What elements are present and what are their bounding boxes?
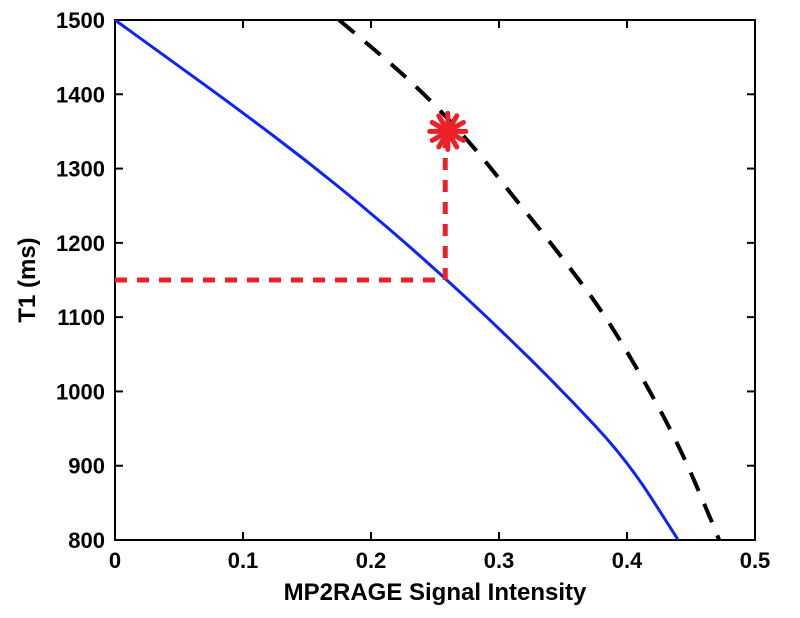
xtick-label: 0.4 — [612, 548, 643, 573]
ytick-label: 1100 — [57, 305, 105, 330]
ytick-label: 800 — [68, 528, 105, 553]
series-black_dashed_curve — [339, 20, 719, 540]
xtick-label: 0.2 — [356, 548, 387, 573]
xtick-label: 0 — [109, 548, 121, 573]
y-axis-label: T1 (ms) — [14, 237, 41, 322]
ytick-label: 1000 — [56, 379, 105, 404]
ytick-label: 1400 — [56, 82, 105, 107]
marker-asterisk — [430, 113, 466, 149]
ytick-label: 1300 — [56, 157, 105, 182]
ytick-label: 900 — [68, 454, 105, 479]
ytick-label: 1500 — [56, 8, 105, 33]
xtick-label: 0.1 — [228, 548, 259, 573]
x-axis-label: MP2RAGE Signal Intensity — [284, 579, 587, 606]
series-group — [115, 20, 719, 540]
series-blue_curve — [115, 20, 678, 540]
chart-svg: 0 0.1 0.2 0.3 0.4 0.5 800 900 1000 1100 1200 1300 14… — [0, 0, 800, 618]
ytick-label: 1200 — [56, 231, 105, 256]
t1-vs-mp2rage-chart: 0 0.1 0.2 0.3 0.4 0.5 800 900 1000 1100 1200 1300 14… — [0, 0, 800, 618]
xtick-label: 0.3 — [484, 548, 515, 573]
xtick-label: 0.5 — [740, 548, 771, 573]
